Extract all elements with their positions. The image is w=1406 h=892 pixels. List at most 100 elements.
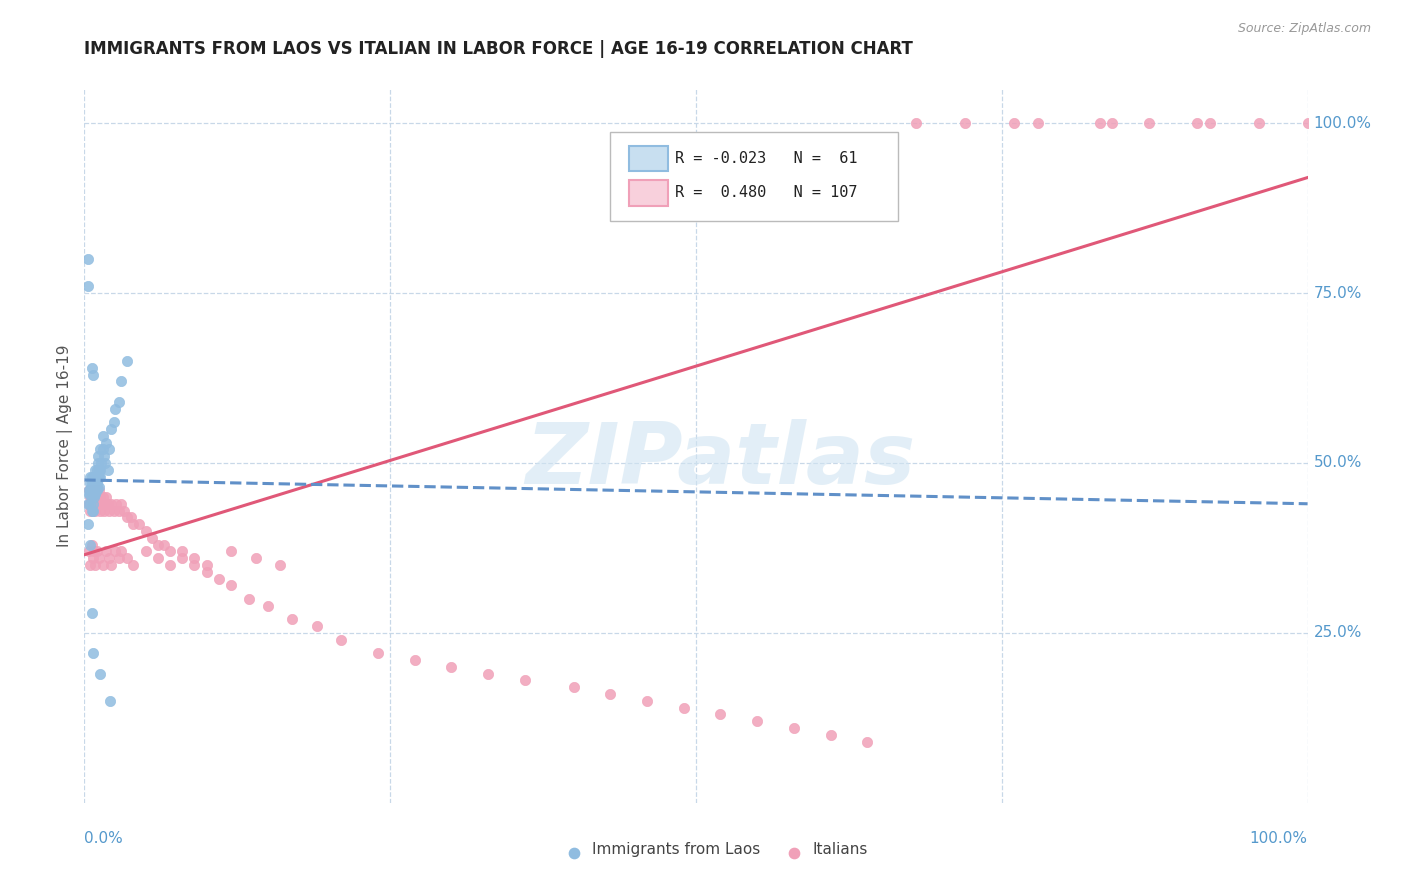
Point xyxy=(513,673,536,688)
Point xyxy=(269,558,291,572)
Point xyxy=(105,497,128,511)
Point xyxy=(709,707,731,722)
Point xyxy=(84,463,107,477)
Point xyxy=(79,486,101,500)
Point xyxy=(82,490,104,504)
Point xyxy=(84,490,107,504)
Point xyxy=(89,463,111,477)
Point xyxy=(104,401,127,416)
FancyBboxPatch shape xyxy=(610,132,898,221)
Point xyxy=(86,544,108,558)
Point xyxy=(783,721,806,735)
Point xyxy=(79,497,101,511)
Point xyxy=(110,497,132,511)
Point xyxy=(86,480,108,494)
Point xyxy=(80,476,103,491)
Text: R =  0.480   N = 107: R = 0.480 N = 107 xyxy=(675,186,858,200)
Point xyxy=(86,483,108,498)
Point xyxy=(115,551,138,566)
Point xyxy=(100,422,122,436)
Point xyxy=(83,480,105,494)
Text: 50.0%: 50.0% xyxy=(1313,456,1362,470)
Point xyxy=(120,510,142,524)
Point xyxy=(77,497,100,511)
Point xyxy=(856,734,879,748)
Point xyxy=(104,544,127,558)
Point xyxy=(87,551,110,566)
Point xyxy=(122,517,145,532)
FancyBboxPatch shape xyxy=(628,145,668,171)
Point xyxy=(79,490,101,504)
Point xyxy=(83,483,105,498)
Point xyxy=(83,544,105,558)
Text: Italians: Italians xyxy=(813,842,868,856)
Point xyxy=(153,537,176,551)
Point xyxy=(83,497,105,511)
Point xyxy=(96,435,118,450)
Point xyxy=(257,599,280,613)
Point xyxy=(195,565,218,579)
Point xyxy=(80,490,103,504)
Point xyxy=(80,606,103,620)
Point xyxy=(747,714,769,729)
Point xyxy=(1101,116,1123,130)
Point xyxy=(183,551,205,566)
Point xyxy=(562,680,585,694)
Point xyxy=(87,497,110,511)
Point xyxy=(89,503,111,517)
Point xyxy=(1198,116,1220,130)
Point xyxy=(103,503,125,517)
Point xyxy=(87,456,110,470)
Point xyxy=(90,456,112,470)
Point xyxy=(83,469,105,483)
Text: 25.0%: 25.0% xyxy=(1313,625,1362,640)
Point xyxy=(146,551,169,566)
Point xyxy=(82,483,104,498)
Point xyxy=(115,510,138,524)
Point xyxy=(159,544,181,558)
Point xyxy=(91,490,114,504)
Point xyxy=(77,497,100,511)
Point xyxy=(281,612,304,626)
Point xyxy=(245,551,267,566)
Point xyxy=(905,116,928,130)
Point xyxy=(91,442,114,457)
Y-axis label: In Labor Force | Age 16-19: In Labor Force | Age 16-19 xyxy=(58,344,73,548)
Point xyxy=(84,558,107,572)
Point xyxy=(87,490,110,504)
Point xyxy=(83,476,105,491)
Point xyxy=(1088,116,1111,130)
Text: Immigrants from Laos: Immigrants from Laos xyxy=(592,842,761,856)
Point xyxy=(79,483,101,498)
FancyBboxPatch shape xyxy=(628,180,668,205)
Point xyxy=(1002,116,1025,130)
Point xyxy=(89,666,111,681)
Text: 75.0%: 75.0% xyxy=(1313,285,1362,301)
Point xyxy=(100,558,122,572)
Point xyxy=(77,486,100,500)
Point xyxy=(86,483,108,498)
Point xyxy=(159,558,181,572)
Point xyxy=(82,503,104,517)
Point xyxy=(82,368,104,382)
Point xyxy=(77,544,100,558)
Point xyxy=(94,497,117,511)
Text: R = -0.023   N =  61: R = -0.023 N = 61 xyxy=(675,151,858,166)
Point xyxy=(80,497,103,511)
Point xyxy=(86,476,108,491)
Point xyxy=(77,279,100,293)
Point xyxy=(77,483,100,498)
Text: 0.0%: 0.0% xyxy=(84,831,124,847)
Point xyxy=(208,572,231,586)
Point xyxy=(783,843,806,857)
Point xyxy=(77,517,100,532)
Point xyxy=(87,469,110,483)
Point xyxy=(1296,116,1319,130)
Point xyxy=(86,497,108,511)
Point xyxy=(82,646,104,660)
Point xyxy=(80,483,103,498)
Point xyxy=(84,483,107,498)
Point xyxy=(89,442,111,457)
Point xyxy=(97,503,120,517)
Point xyxy=(97,463,120,477)
